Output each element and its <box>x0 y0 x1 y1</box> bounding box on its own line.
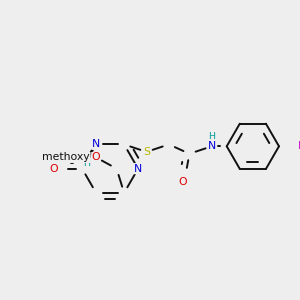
Text: O: O <box>178 177 187 187</box>
Text: O: O <box>50 164 58 174</box>
Text: methoxy: methoxy <box>42 152 90 162</box>
Text: S: S <box>143 147 150 157</box>
Text: O: O <box>92 152 100 162</box>
Text: N: N <box>92 140 100 149</box>
Text: N: N <box>208 141 216 151</box>
Text: N: N <box>134 164 142 174</box>
Text: H: H <box>83 159 90 168</box>
Text: F: F <box>298 141 300 151</box>
Text: H: H <box>208 133 215 142</box>
